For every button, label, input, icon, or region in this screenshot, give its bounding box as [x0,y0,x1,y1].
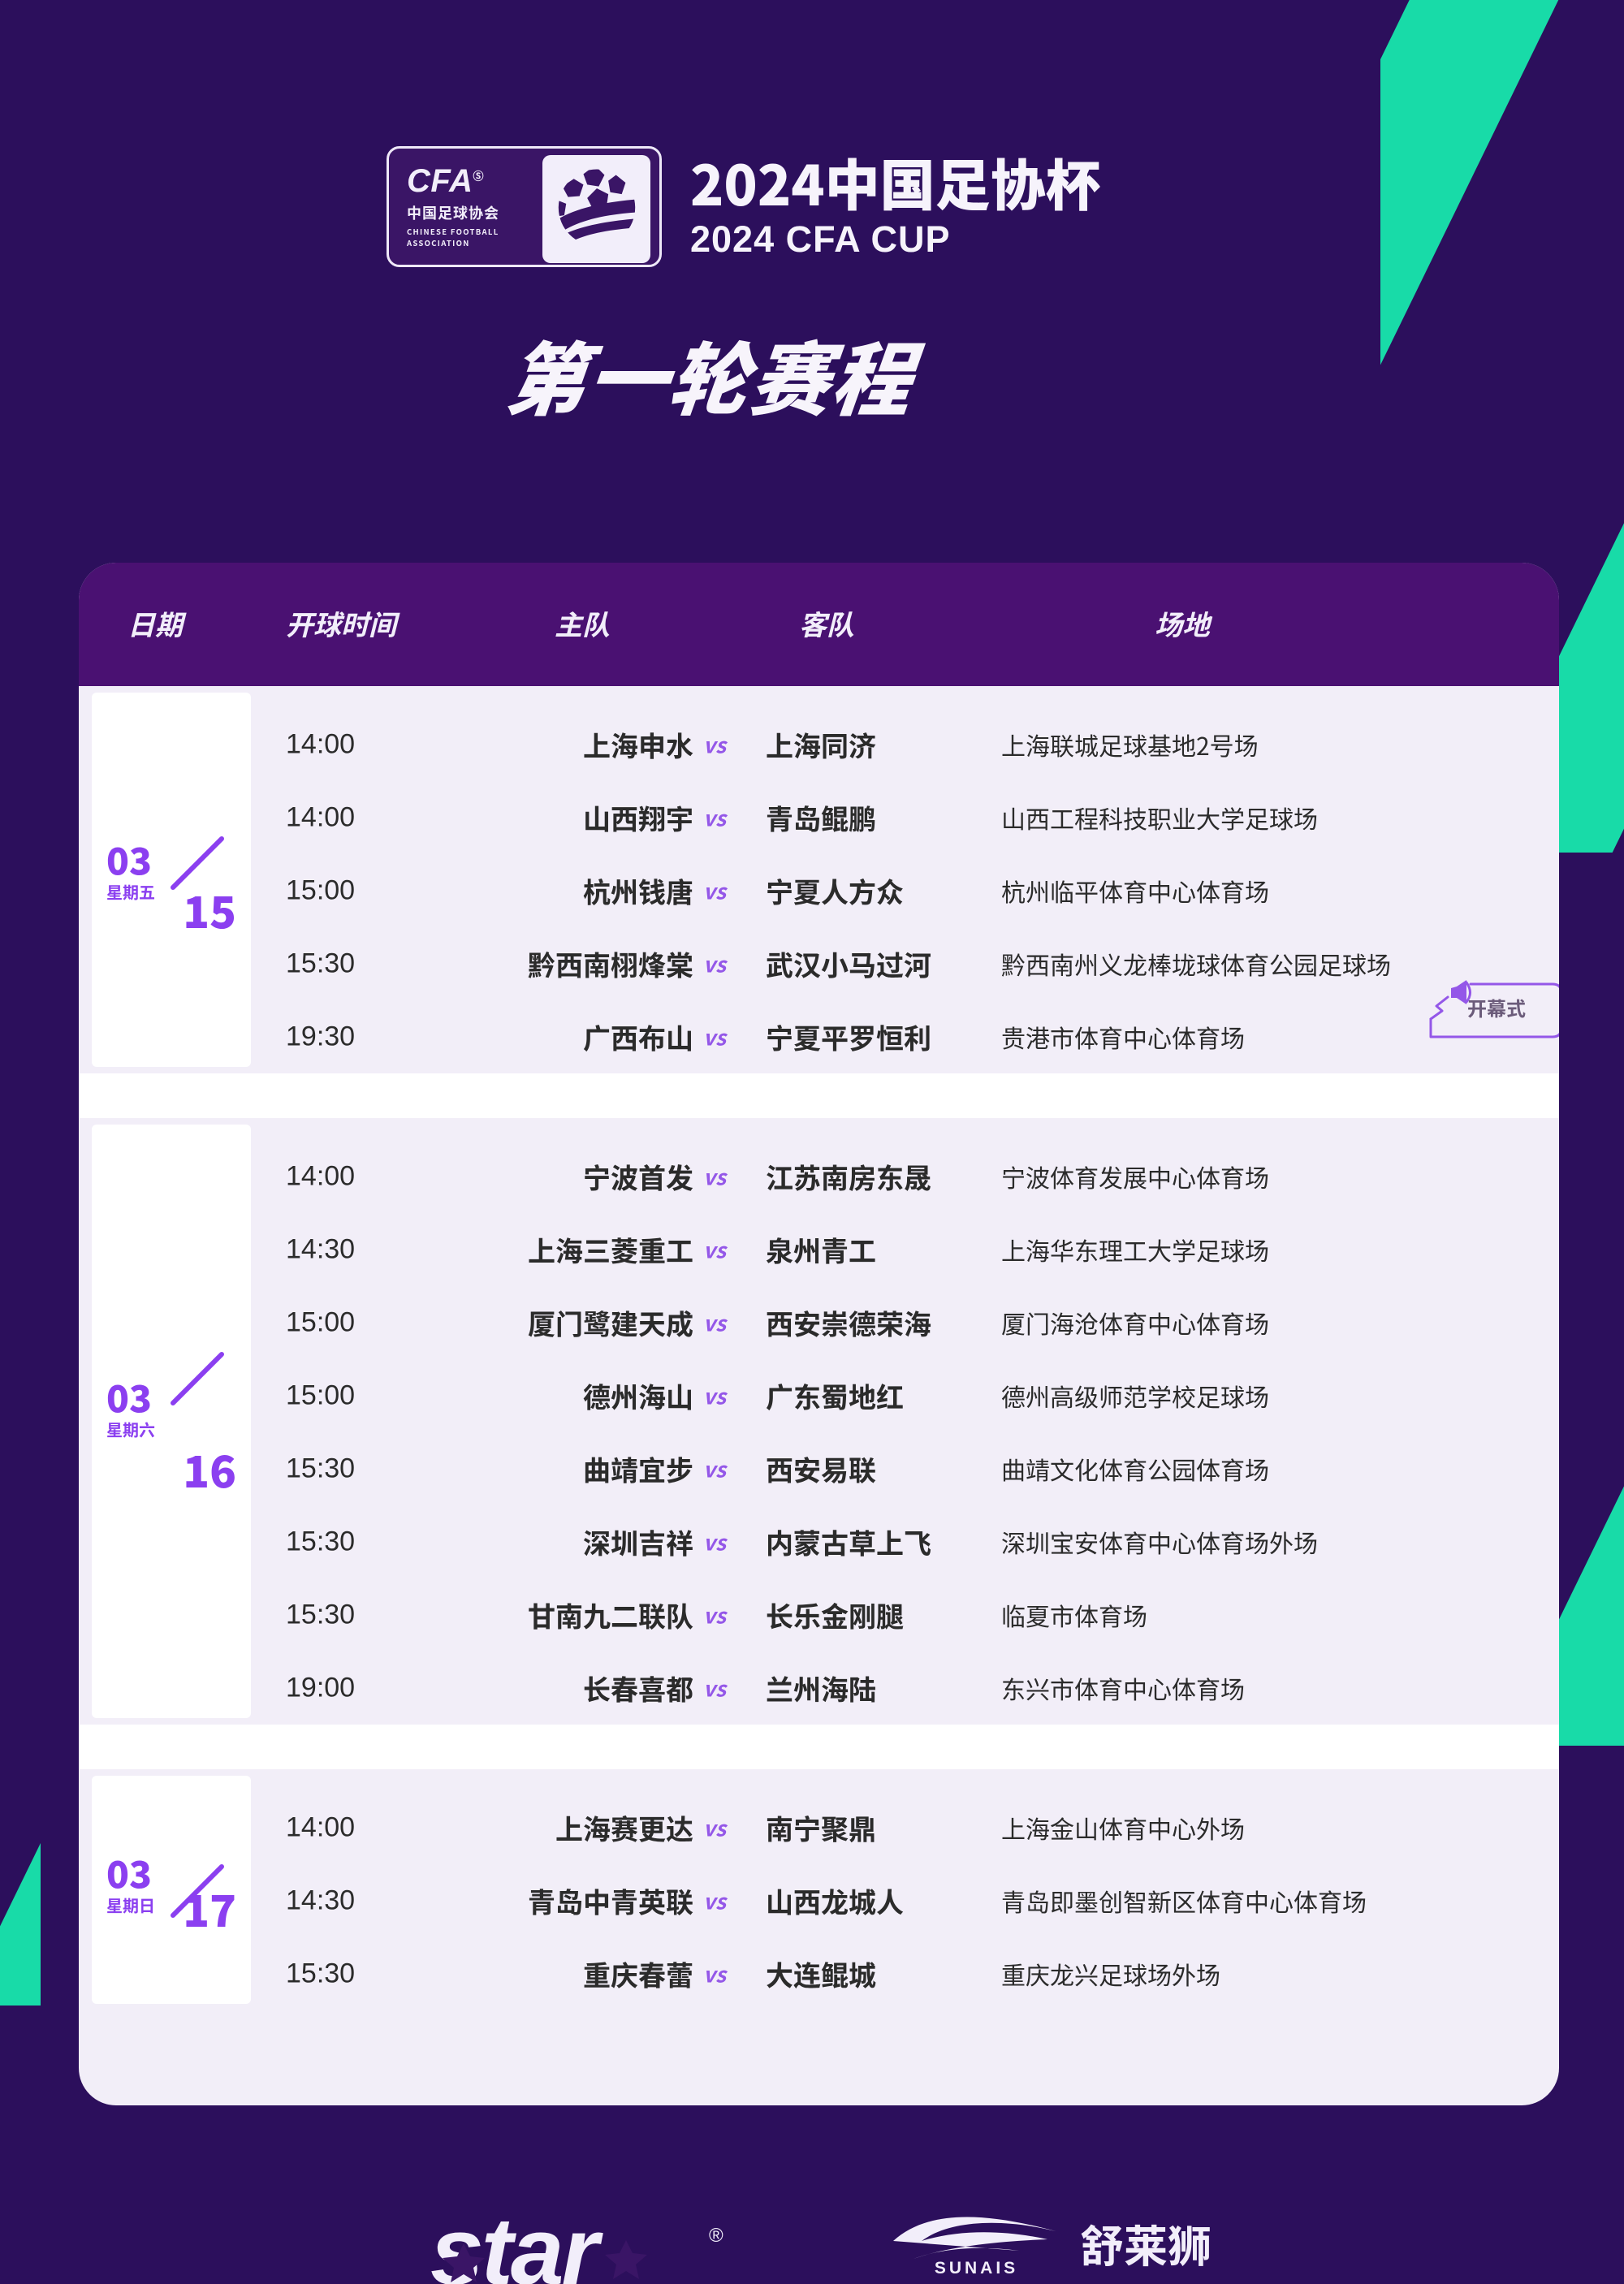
svg-text:®: ® [709,2225,723,2247]
svg-text:开幕式: 开幕式 [1467,993,1526,1021]
